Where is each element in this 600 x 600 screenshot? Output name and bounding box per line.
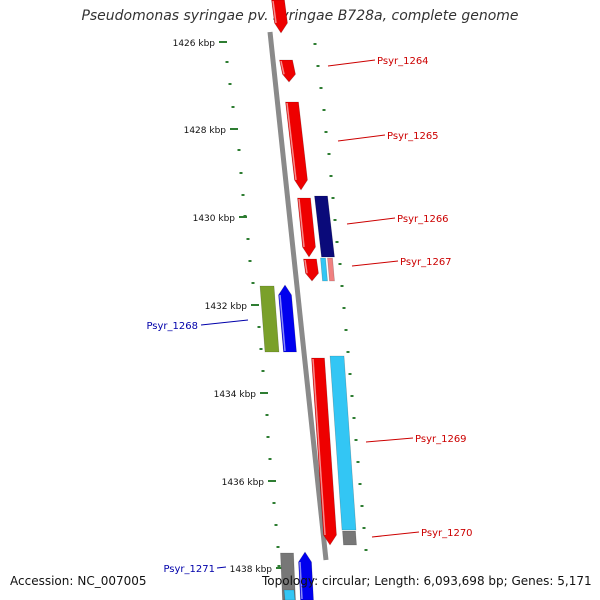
gene-label: Psyr_1265 [387, 131, 439, 142]
gene-label-leader [216, 566, 227, 569]
scale-dot-left [251, 282, 255, 284]
gene-label: Psyr_1271 [163, 564, 215, 575]
scale-dot-right [322, 109, 326, 111]
scale-dot-left [277, 565, 281, 567]
kbp-label: 1430 kbp [193, 214, 236, 224]
scale-dot-left [274, 524, 278, 526]
gene-feature-1265 [285, 101, 308, 191]
gene-feature-1271a [280, 552, 296, 600]
gene-feature-top-shine [272, 0, 277, 24]
scale-dot-right [358, 483, 362, 485]
gene-feature-1269-shine [312, 358, 326, 536]
scale-dot-right [331, 197, 335, 199]
gene-label: Psyr_1270 [421, 528, 473, 539]
gene-feature-1268a [259, 285, 280, 353]
scale-dot-left [261, 370, 265, 372]
scale-dot-left [265, 414, 269, 416]
scale-dot-left [239, 172, 243, 174]
gene-label-leader [351, 260, 399, 267]
scale-dot-right [338, 263, 342, 265]
scale-dot-right [342, 307, 346, 309]
kbp-label: 1434 kbp [214, 390, 257, 400]
gene-label-leader [371, 531, 420, 538]
gene-feature-1268b-shine [279, 294, 286, 352]
topology-info: Topology: circular; Length: 6,093,698 bp… [262, 574, 592, 588]
gene-feature-1265-shine [286, 102, 297, 181]
scale-dot-right [354, 439, 358, 441]
scale-dot-right [360, 505, 364, 507]
scale-dot-left [241, 194, 245, 196]
scale-dot-left [237, 149, 241, 151]
gene-label: Psyr_1266 [397, 214, 449, 225]
gene-feature-1270b [342, 530, 357, 546]
accession-value: NC_007005 [77, 574, 147, 588]
gene-label-leader [337, 134, 386, 142]
gene-feature-1266a [297, 197, 316, 258]
scale-dot-left [248, 260, 252, 262]
gene-feature-1271b-shine [299, 561, 303, 600]
sequence-backbone [267, 31, 329, 561]
kbp-label: 1426 kbp [173, 39, 216, 49]
scale-dot-right [319, 87, 323, 89]
scale-dot-right [352, 417, 356, 419]
gene-feature-1270a [329, 355, 357, 531]
gene-label: Psyr_1268 [146, 321, 198, 332]
gene-feature-1266a-shine [298, 198, 305, 248]
kbp-label: 1428 kbp [184, 126, 227, 136]
scale-dot-right [324, 131, 328, 133]
kbp-label: 1436 kbp [222, 478, 265, 488]
scale-dot-right [316, 65, 320, 67]
scale-dot-left [225, 61, 229, 63]
gene-label-leader [346, 217, 396, 225]
gene-label-leader [200, 319, 249, 326]
scale-dot-left [228, 83, 232, 85]
gene-feature-1264-shine [280, 60, 285, 75]
gene-label-leader [365, 437, 414, 443]
gene-feature-1271c [283, 589, 296, 600]
scale-dot-left [268, 458, 272, 460]
map-title: Pseudomonas syringae pv. syringae B728a,… [81, 8, 519, 24]
gene-label-leader [327, 59, 376, 67]
scale-dot-right [313, 43, 317, 45]
scale-dot-right [362, 527, 366, 529]
scale-dot-left [246, 238, 250, 240]
scale-dot-right [344, 329, 348, 331]
scale-dot-left [276, 546, 280, 548]
gene-feature-1269 [311, 357, 337, 546]
accession-label: Accession: [10, 574, 74, 588]
gene-label: Psyr_1267 [400, 257, 452, 268]
scale-dot-right [327, 153, 331, 155]
gene-feature-top [271, 0, 288, 34]
accession-info: Accession: NC_007005 [10, 574, 147, 588]
scale-dot-left [272, 502, 276, 504]
scale-dot-right [356, 461, 360, 463]
gene-label: Psyr_1264 [377, 56, 429, 67]
gene-feature-1267b [320, 257, 328, 282]
scale-dot-right [340, 285, 344, 287]
scale-dot-left [231, 106, 235, 108]
kbp-label: 1432 kbp [205, 302, 248, 312]
gene-feature-1266b [314, 195, 335, 258]
gene-feature-1268b [278, 284, 297, 353]
gene-label: Psyr_1269 [415, 434, 467, 445]
scale-dot-right [364, 549, 368, 551]
scale-dot-left [257, 326, 261, 328]
scale-dot-left [259, 348, 263, 350]
gene-feature-1267c [327, 257, 335, 282]
scale-dot-right [346, 351, 350, 353]
scale-dot-right [348, 373, 352, 375]
kbp-label: 1438 kbp [230, 565, 273, 575]
scale-dot-left [266, 436, 270, 438]
scale-dot-right [329, 175, 333, 177]
gene-feature-1264 [279, 59, 296, 83]
gene-feature-1267a-shine [304, 259, 308, 274]
scale-dot-right [350, 395, 354, 397]
gene-feature-1267a [303, 258, 319, 282]
gene-feature-1271b [298, 551, 314, 600]
scale-dot-right [335, 241, 339, 243]
scale-dot-right [333, 219, 337, 221]
